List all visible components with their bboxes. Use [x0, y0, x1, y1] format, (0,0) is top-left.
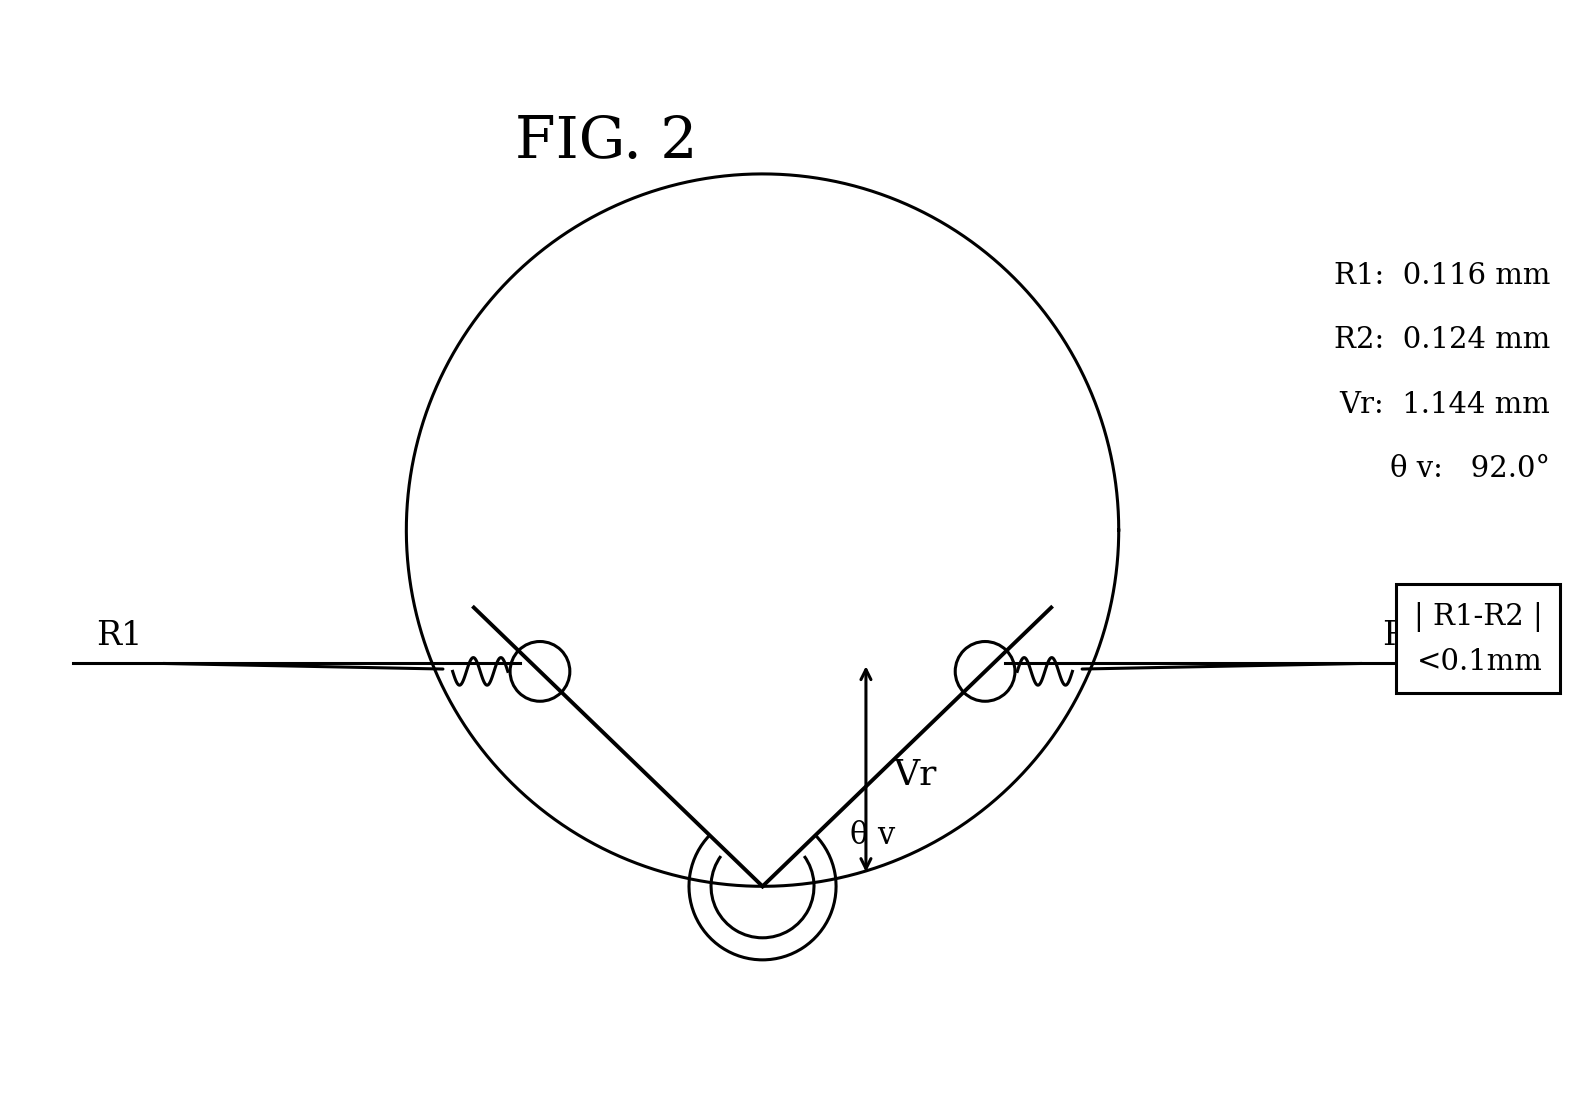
Text: | R1-R2 |
<0.1mm: | R1-R2 | <0.1mm: [1414, 602, 1543, 676]
Text: R1:  0.116 mm: R1: 0.116 mm: [1334, 262, 1551, 290]
Text: Vr:  1.144 mm: Vr: 1.144 mm: [1339, 391, 1551, 419]
Text: R2: R2: [1382, 620, 1428, 652]
Text: θ v:   92.0°: θ v: 92.0°: [1390, 455, 1551, 484]
Text: R2:  0.124 mm: R2: 0.124 mm: [1334, 326, 1551, 354]
Text: R1: R1: [96, 620, 142, 652]
Text: θ v: θ v: [850, 821, 896, 851]
Text: Vr: Vr: [894, 758, 937, 792]
Text: FIG. 2: FIG. 2: [515, 114, 698, 170]
